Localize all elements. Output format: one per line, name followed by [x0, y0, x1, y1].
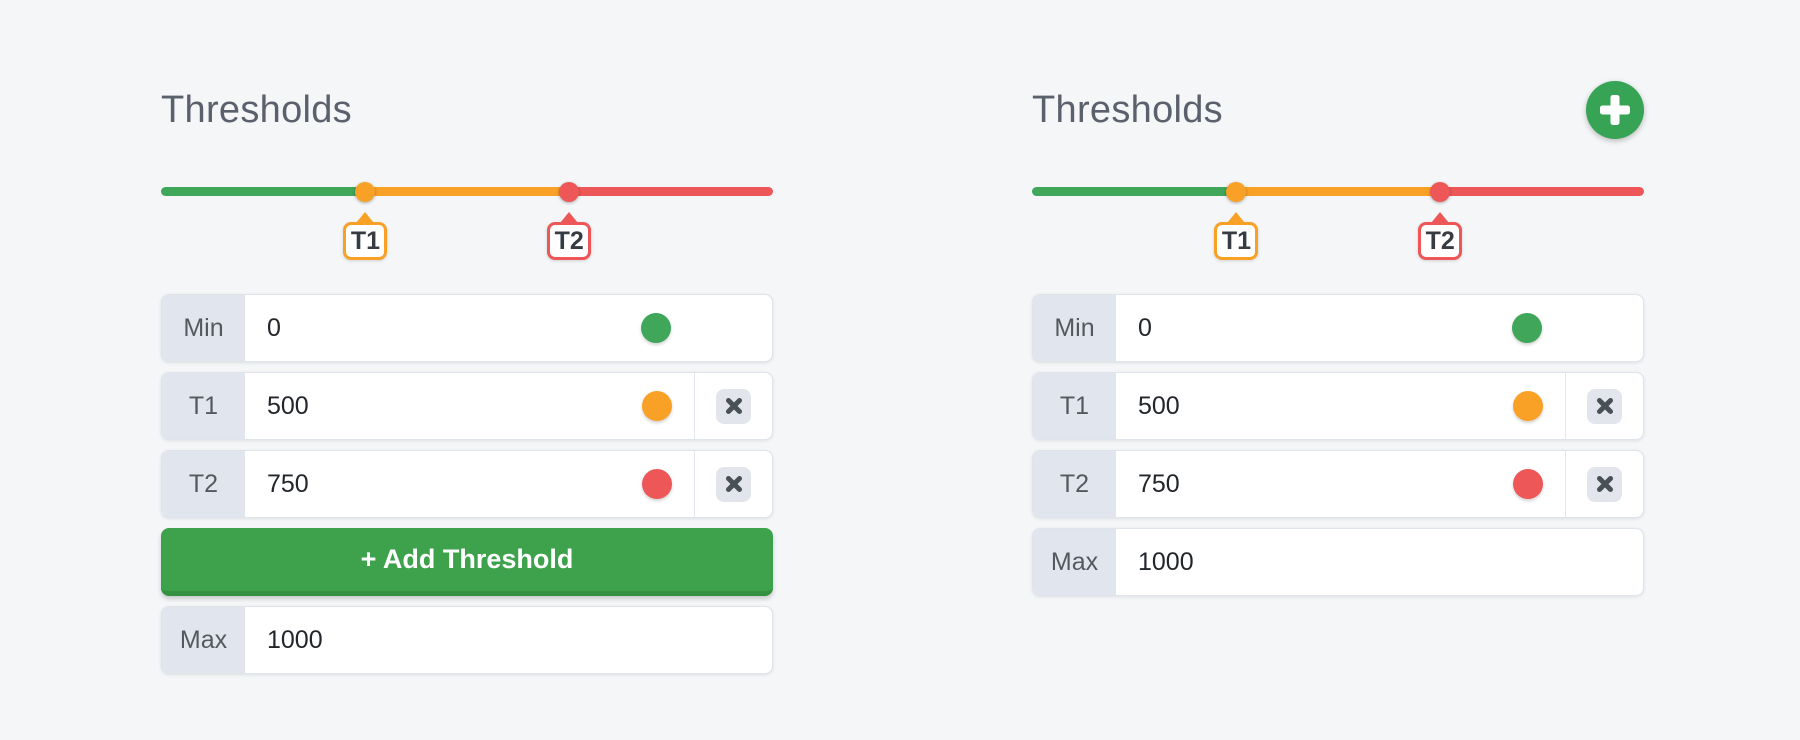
tag-label: T2: [1418, 222, 1463, 260]
row-value-cell: [1116, 451, 1565, 517]
threshold-rows: Min T1 T2: [1032, 294, 1644, 596]
slider-segment-green: [1032, 187, 1237, 196]
thresholds-panel-right: Thresholds T1 T2 Min T1: [1032, 80, 1644, 606]
remove-threshold-button[interactable]: [716, 388, 751, 424]
slider-handle-t1[interactable]: [1226, 181, 1247, 202]
row-label: Max: [162, 607, 245, 673]
row-value-cell: [1116, 295, 1643, 361]
slider-segment-orange: [365, 187, 570, 196]
slider-segment-red: [1440, 187, 1644, 196]
row-label: Min: [1033, 295, 1116, 361]
thresholds-panel-left: Thresholds T1 T2 Min T1: [161, 80, 773, 684]
row-value-cell: [1116, 529, 1643, 595]
remove-threshold-button[interactable]: [1587, 388, 1622, 424]
min-value-input[interactable]: [267, 313, 641, 343]
tag-label: T1: [343, 222, 388, 260]
x-icon: [725, 398, 742, 414]
threshold-slider: T1 T2: [161, 181, 773, 260]
x-icon: [1596, 476, 1613, 492]
threshold-row-max: Max: [1032, 528, 1644, 596]
tag-pointer-icon: [1431, 212, 1450, 223]
threshold-row-t1: T1: [1032, 372, 1644, 440]
tag-label: T2: [547, 222, 592, 260]
tag-label: T1: [1214, 222, 1259, 260]
threshold-color-swatch-orange[interactable]: [1513, 391, 1543, 421]
row-label: T2: [1033, 451, 1116, 517]
remove-cell: [694, 373, 772, 439]
row-value-cell: [245, 373, 694, 439]
threshold-row-t2: T2: [1032, 450, 1644, 518]
t1-value-input[interactable]: [267, 391, 642, 421]
slider-handle-t2[interactable]: [559, 181, 580, 202]
remove-cell: [1565, 373, 1643, 439]
slider-segment-green: [161, 187, 366, 196]
slider-handle-t2[interactable]: [1430, 181, 1451, 202]
x-icon: [725, 476, 742, 492]
panel-title: Thresholds: [161, 88, 352, 131]
slider-handle-t1[interactable]: [355, 181, 376, 202]
slider-tag-t2[interactable]: T2: [547, 212, 592, 260]
t1-value-input[interactable]: [1138, 391, 1513, 421]
tag-pointer-icon: [560, 212, 579, 223]
row-value-cell: [245, 295, 772, 361]
plus-icon: [1600, 95, 1630, 125]
t2-value-input[interactable]: [1138, 469, 1513, 499]
row-value-cell: [1116, 373, 1565, 439]
threshold-color-swatch-green[interactable]: [641, 313, 671, 343]
panel-header: Thresholds: [1032, 80, 1644, 140]
tag-pointer-icon: [356, 212, 375, 223]
remove-threshold-button[interactable]: [716, 466, 751, 502]
max-value-input[interactable]: [1138, 547, 1643, 577]
row-label: Max: [1033, 529, 1116, 595]
min-value-input[interactable]: [1138, 313, 1512, 343]
threshold-color-swatch-red[interactable]: [642, 469, 672, 499]
panel-header: Thresholds: [161, 80, 773, 140]
row-value-cell: [245, 607, 772, 673]
slider-segment-orange: [1236, 187, 1441, 196]
threshold-row-min: Min: [1032, 294, 1644, 362]
panel-title: Thresholds: [1032, 88, 1223, 131]
slider-segment-red: [569, 187, 773, 196]
remove-threshold-button[interactable]: [1587, 466, 1622, 502]
max-value-input[interactable]: [267, 625, 772, 655]
add-threshold-button[interactable]: + Add Threshold: [161, 528, 773, 596]
slider-tag-t1[interactable]: T1: [343, 212, 388, 260]
t2-value-input[interactable]: [267, 469, 642, 499]
row-label: T1: [162, 373, 245, 439]
threshold-row-t1: T1: [161, 372, 773, 440]
remove-cell: [694, 451, 772, 517]
row-label: T2: [162, 451, 245, 517]
add-threshold-circle-button[interactable]: [1586, 81, 1644, 139]
slider-tag-t1[interactable]: T1: [1214, 212, 1259, 260]
remove-cell: [1565, 451, 1643, 517]
row-value-cell: [245, 451, 694, 517]
threshold-row-t2: T2: [161, 450, 773, 518]
threshold-color-swatch-red[interactable]: [1513, 469, 1543, 499]
row-label: T1: [1033, 373, 1116, 439]
threshold-row-min: Min: [161, 294, 773, 362]
threshold-slider: T1 T2: [1032, 181, 1644, 260]
row-label: Min: [162, 295, 245, 361]
x-icon: [1596, 398, 1613, 414]
threshold-rows: Min T1 T2: [161, 294, 773, 674]
slider-tag-t2[interactable]: T2: [1418, 212, 1463, 260]
threshold-row-max: Max: [161, 606, 773, 674]
tag-pointer-icon: [1227, 212, 1246, 223]
threshold-color-swatch-orange[interactable]: [642, 391, 672, 421]
threshold-color-swatch-green[interactable]: [1512, 313, 1542, 343]
